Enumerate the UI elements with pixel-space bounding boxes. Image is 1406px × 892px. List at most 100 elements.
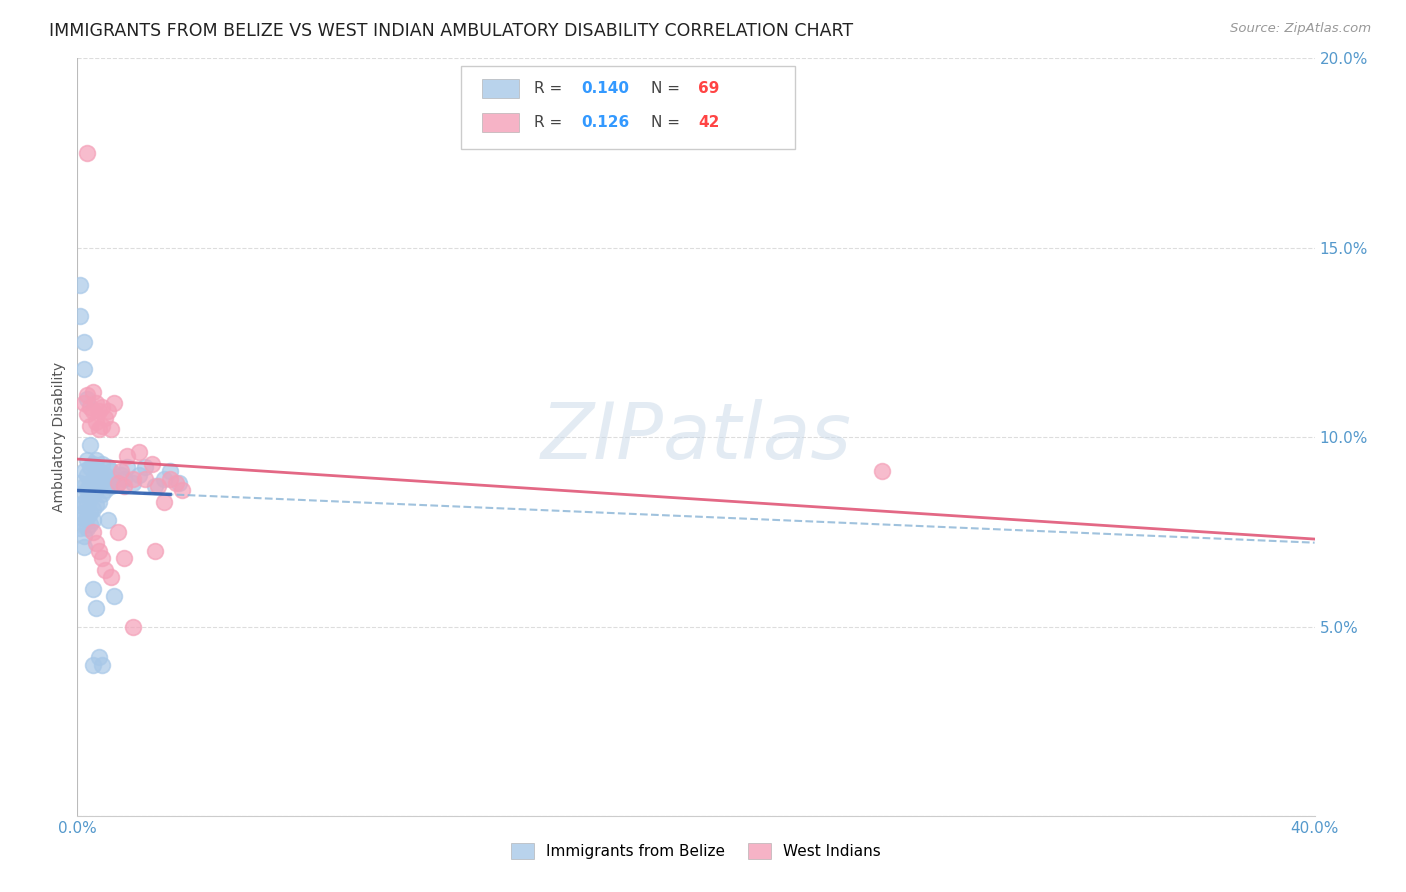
Point xyxy=(82,582,104,596)
Point xyxy=(128,467,150,482)
Point xyxy=(84,467,107,482)
Point xyxy=(87,464,110,478)
Point xyxy=(91,400,114,414)
Text: 0.140: 0.140 xyxy=(581,81,628,96)
Point xyxy=(84,483,107,498)
Point xyxy=(141,457,163,471)
Point xyxy=(97,475,120,490)
Point xyxy=(87,494,110,508)
Point xyxy=(79,400,101,414)
Point xyxy=(76,392,98,407)
Point xyxy=(84,498,107,512)
Point xyxy=(82,472,104,486)
Point xyxy=(79,418,101,433)
Point xyxy=(110,467,132,482)
Point xyxy=(97,403,120,417)
Point xyxy=(115,449,138,463)
Point xyxy=(79,460,101,475)
Point xyxy=(84,396,107,410)
Legend: Immigrants from Belize, West Indians: Immigrants from Belize, West Indians xyxy=(505,838,887,865)
Point xyxy=(169,475,191,490)
Point xyxy=(76,145,98,160)
Point xyxy=(84,415,107,429)
Point xyxy=(143,543,166,558)
Point xyxy=(72,362,94,376)
Point xyxy=(91,418,114,433)
Point xyxy=(72,396,94,410)
Bar xyxy=(482,79,519,98)
Point xyxy=(94,467,117,482)
Point xyxy=(76,521,98,535)
Text: 0.126: 0.126 xyxy=(581,114,628,129)
Point xyxy=(103,472,125,486)
Point xyxy=(97,513,120,527)
Text: N =: N = xyxy=(651,81,685,96)
Point xyxy=(172,483,194,498)
Point xyxy=(112,479,135,493)
Point xyxy=(82,657,104,672)
Point xyxy=(84,600,107,615)
Point xyxy=(91,487,114,501)
Point xyxy=(870,464,893,478)
Point xyxy=(134,472,156,486)
Point xyxy=(76,509,98,524)
Point xyxy=(76,483,98,498)
Point xyxy=(79,475,101,490)
Point xyxy=(69,487,91,501)
Point xyxy=(91,657,114,672)
Point xyxy=(84,536,107,550)
Bar xyxy=(482,112,519,131)
Point xyxy=(79,517,101,532)
Point xyxy=(82,457,104,471)
Point xyxy=(128,445,150,459)
Point xyxy=(110,464,132,478)
Point xyxy=(72,528,94,542)
Point xyxy=(82,524,104,539)
Point xyxy=(87,422,110,436)
Point xyxy=(103,589,125,603)
Point xyxy=(82,487,104,501)
Point xyxy=(76,467,98,482)
Point xyxy=(82,403,104,417)
Point xyxy=(72,335,94,350)
Y-axis label: Ambulatory Disability: Ambulatory Disability xyxy=(52,362,66,512)
Point xyxy=(84,452,107,467)
Point xyxy=(112,472,135,486)
Point xyxy=(122,472,145,486)
Point xyxy=(69,521,91,535)
Point xyxy=(79,437,101,451)
Point xyxy=(69,309,91,323)
Point xyxy=(87,479,110,493)
Text: IMMIGRANTS FROM BELIZE VS WEST INDIAN AMBULATORY DISABILITY CORRELATION CHART: IMMIGRANTS FROM BELIZE VS WEST INDIAN AM… xyxy=(49,22,853,40)
Point xyxy=(82,384,104,399)
Point xyxy=(76,498,98,512)
Point xyxy=(76,388,98,402)
Text: 69: 69 xyxy=(699,81,720,96)
Point xyxy=(165,475,187,490)
Point xyxy=(82,513,104,527)
Point xyxy=(122,475,145,490)
Point xyxy=(69,278,91,293)
Text: ZIPatlas: ZIPatlas xyxy=(540,399,852,475)
Point xyxy=(72,540,94,554)
Point xyxy=(97,460,120,475)
Point xyxy=(94,483,117,498)
Point xyxy=(87,403,110,417)
Point xyxy=(82,502,104,516)
Point xyxy=(100,479,122,493)
Point xyxy=(153,472,176,486)
Point xyxy=(115,460,138,475)
Text: Source: ZipAtlas.com: Source: ZipAtlas.com xyxy=(1230,22,1371,36)
Point xyxy=(153,494,176,508)
Point xyxy=(69,509,91,524)
Point xyxy=(72,464,94,478)
Point xyxy=(107,475,129,490)
Point xyxy=(72,494,94,508)
Point xyxy=(107,524,129,539)
Point xyxy=(72,517,94,532)
Point xyxy=(79,491,101,505)
Point xyxy=(79,506,101,520)
Point xyxy=(103,396,125,410)
Text: 42: 42 xyxy=(699,114,720,129)
Point xyxy=(72,479,94,493)
